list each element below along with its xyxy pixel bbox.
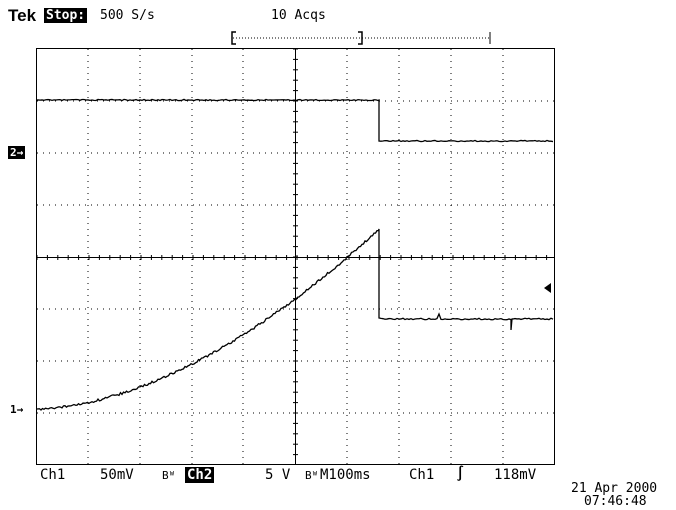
date-stamp: 21 Apr 2000 — [571, 481, 658, 496]
ch1-label: Ch1 — [40, 467, 66, 483]
time-stamp: 07:46:48 — [584, 494, 647, 509]
graticule-ticks — [36, 48, 548, 456]
acquisition-count: 10 Acqs — [271, 8, 326, 23]
ch2-ground-marker: 2→ — [8, 146, 26, 159]
ch2-scale: 5 V — [265, 467, 291, 483]
trigger-level-marker — [544, 283, 551, 293]
timebase: M100ms — [320, 467, 371, 483]
run-state-badge: Stop: — [44, 8, 88, 23]
trigger-slope-icon: ∫ — [456, 466, 465, 482]
trigger-level: 118mV — [494, 467, 537, 483]
ch1-ground-marker: 1→ — [10, 403, 24, 416]
ch2-trace — [36, 98, 554, 143]
ch1-scale: 50mV — [100, 467, 134, 483]
record-position-bar — [231, 31, 491, 45]
trigger-source: Ch1 — [409, 467, 435, 483]
ch1-trace — [36, 228, 554, 411]
bandwidth-limit-icon-2: Bᵂ — [305, 469, 319, 482]
ch2-label: Ch2 — [185, 467, 215, 483]
bandwidth-limit-icon: Bᵂ — [162, 469, 176, 482]
sample-rate: 500 S/s — [100, 8, 155, 23]
brand-logo: Tek — [8, 6, 37, 25]
